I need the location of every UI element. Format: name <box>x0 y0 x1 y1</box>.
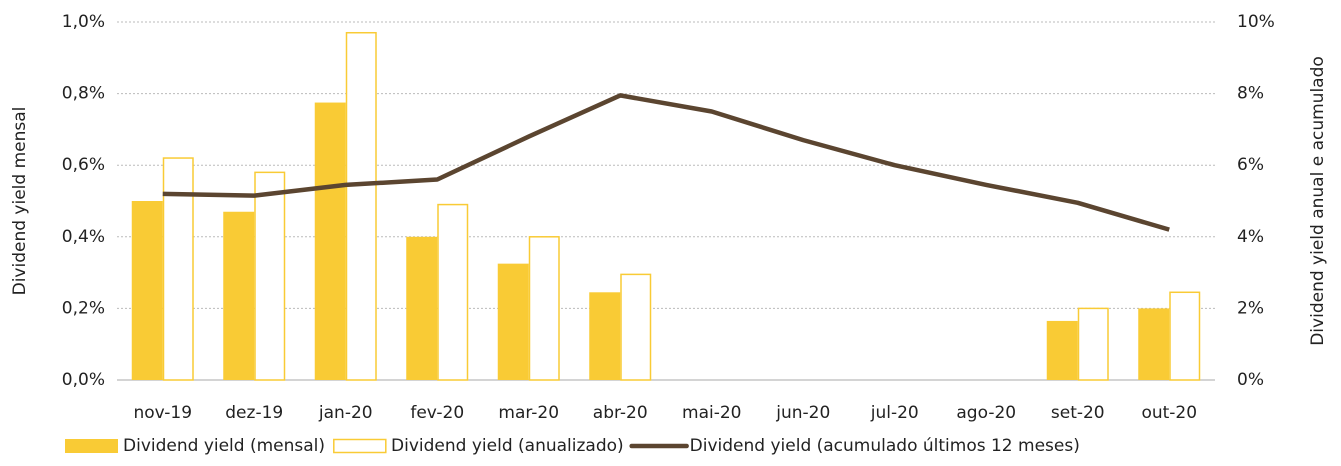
y-tick-label: 0,4% <box>62 227 105 247</box>
y2-axis-label: Dividend yield anual e acumulado <box>1308 56 1328 346</box>
x-tick-label: mai-20 <box>682 403 741 423</box>
y2-tick-label: 6% <box>1237 155 1264 175</box>
y2-tick-label: 8% <box>1237 84 1264 104</box>
legend-label: Dividend yield (acumulado últimos 12 mes… <box>690 436 1080 456</box>
y-axis-label: Dividend yield mensal <box>10 107 30 296</box>
x-tick-label: jul-20 <box>870 403 919 423</box>
bar <box>254 171 286 381</box>
legend-label: Dividend yield (mensal) <box>123 436 325 456</box>
bar <box>1138 308 1170 380</box>
x-tick-label: dez-19 <box>225 403 283 423</box>
bar <box>131 201 163 380</box>
bar <box>497 263 529 380</box>
line <box>162 93 1170 232</box>
x-tick-label: fev-20 <box>410 403 464 423</box>
bar <box>314 102 346 381</box>
y-tick-label: 0,8% <box>62 84 105 104</box>
y-tick-label: 0,2% <box>62 298 105 318</box>
bar <box>406 236 438 380</box>
y2-tick-label: 10% <box>1237 12 1275 32</box>
x-tick-label: abr-20 <box>593 403 648 423</box>
legend-swatch <box>65 439 118 453</box>
y2-tick-label: 2% <box>1237 298 1264 318</box>
bar <box>437 203 469 381</box>
bar <box>589 292 621 380</box>
legend-label: Dividend yield (anualizado) <box>391 436 624 456</box>
bar <box>1169 291 1201 381</box>
y2-tick-label: 4% <box>1237 227 1264 247</box>
x-tick-label: jun-20 <box>775 403 830 423</box>
bar <box>162 157 194 381</box>
bar <box>1046 320 1078 380</box>
x-tick-label: jan-20 <box>318 403 373 423</box>
x-tick-label: nov-19 <box>133 403 192 423</box>
bar <box>1077 307 1109 381</box>
x-tick-label: ago-20 <box>956 403 1016 423</box>
y-tick-label: 0,0% <box>62 370 105 390</box>
x-tick-label: out-20 <box>1141 403 1197 423</box>
y-tick-label: 0,6% <box>62 155 105 175</box>
y-tick-label: 1,0% <box>62 12 105 32</box>
x-tick-label: set-20 <box>1051 403 1105 423</box>
bar <box>223 211 255 380</box>
y2-tick-label: 0% <box>1237 370 1264 390</box>
bar <box>345 31 377 381</box>
bar <box>620 273 652 381</box>
bar <box>528 236 560 381</box>
x-tick-label: mar-20 <box>498 403 559 423</box>
legend-swatch <box>333 438 387 454</box>
